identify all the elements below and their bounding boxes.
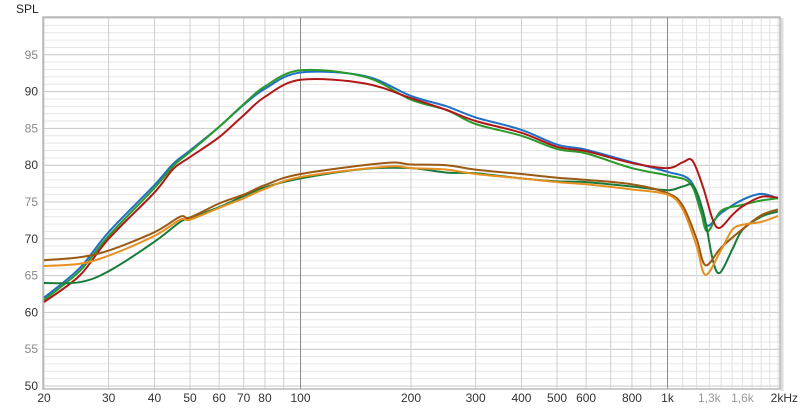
y-tick-label: 75 <box>25 195 39 209</box>
y-tick-label: 70 <box>25 232 39 246</box>
x-tick-labels: 20 30 40 50 60 70 80 100 200 300 400 500 600 800 1k 1,3… <box>37 391 798 405</box>
x-tick-label: 50 <box>183 391 197 405</box>
x-tick-label: 1k <box>661 391 675 405</box>
x-tick-label: 1,3k <box>698 391 722 405</box>
y-tick-label: 55 <box>25 342 39 356</box>
y-axis-title: SPL <box>16 2 39 16</box>
y-tick-label: 50 <box>25 379 39 393</box>
series-curves <box>43 68 779 303</box>
x-tick-label: 20 <box>37 391 51 405</box>
y-tick-labels: 50 55 60 65 70 75 80 85 90 95 <box>25 48 39 393</box>
series-line-5 <box>43 161 779 267</box>
x-tick-label: 100 <box>291 391 311 405</box>
x-tick-label: 70 <box>237 391 251 405</box>
x-tick-label: 2kHz <box>771 391 798 405</box>
y-tick-label: 80 <box>25 158 39 172</box>
x-tick-label: 40 <box>148 391 162 405</box>
plot-frame <box>42 16 781 390</box>
y-tick-label: 85 <box>25 121 39 135</box>
x-tick-label: 600 <box>576 391 596 405</box>
x-tick-label: 60 <box>212 391 226 405</box>
x-tick-label: 500 <box>547 391 567 405</box>
x-tick-label: 400 <box>511 391 531 405</box>
x-tick-label: 30 <box>102 391 116 405</box>
x-tick-label: 1,6k <box>731 391 755 405</box>
x-tick-label: 300 <box>466 391 486 405</box>
y-tick-label: 90 <box>25 85 39 99</box>
grid <box>43 17 780 389</box>
x-tick-label: 80 <box>258 391 272 405</box>
x-tick-label: 800 <box>622 391 642 405</box>
y-tick-label: 95 <box>25 48 39 62</box>
series-line-6 <box>43 165 779 276</box>
y-tick-label: 65 <box>25 269 39 283</box>
y-tick-label: 60 <box>25 305 39 319</box>
x-tick-label: 200 <box>401 391 421 405</box>
frame-shadow <box>780 18 784 391</box>
series-line-3 <box>43 78 779 303</box>
